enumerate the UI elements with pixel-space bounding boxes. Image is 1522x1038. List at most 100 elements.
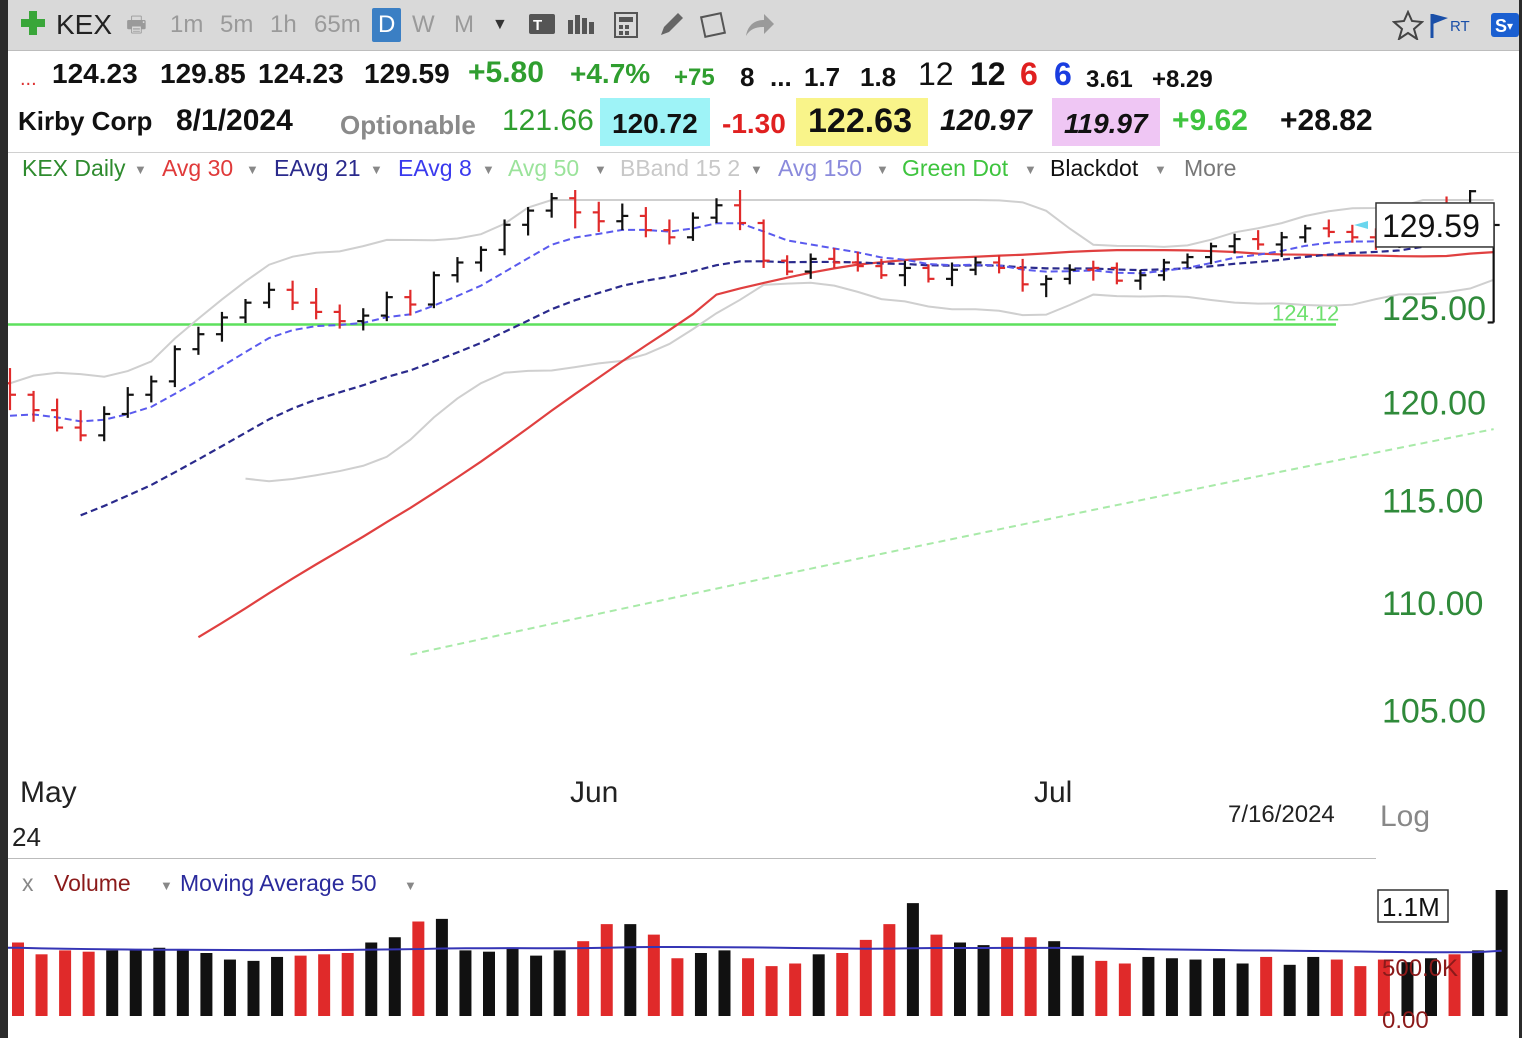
study-bband[interactable]: BBand 15 2 <box>620 155 741 181</box>
quote-field-6a: 6 <box>1020 56 1038 92</box>
quote-low: 124.23 <box>258 58 344 89</box>
print-icon[interactable]: 🖶 <box>126 12 147 37</box>
volume-axis-tick: 0.00 <box>1382 1007 1429 1034</box>
volume-bar <box>318 954 331 1016</box>
pencil-icon[interactable] <box>656 10 686 44</box>
study-avg150[interactable]: Avg 150 <box>778 155 862 181</box>
volume-last-box <box>1377 889 1449 923</box>
interval-5m[interactable]: 5m <box>220 11 254 38</box>
study-more[interactable]: More <box>1184 155 1237 181</box>
add-symbol-icon[interactable] <box>18 8 48 42</box>
interval-dropdown-icon[interactable]: ▼ <box>492 16 508 33</box>
chevron-down-icon[interactable]: ▼ <box>246 162 259 177</box>
year-label: 24 <box>12 822 41 852</box>
ohlc-bar <box>1087 260 1100 281</box>
star-icon[interactable] <box>1391 9 1425 44</box>
quote-line-2: Kirby Corp 8/1/2024 Optionable 121.66 12… <box>8 98 1519 148</box>
volume-bar <box>176 950 189 1016</box>
interval-65m[interactable]: 65m <box>314 11 361 38</box>
log-scale-label[interactable]: Log <box>1380 800 1430 833</box>
eavg8-line <box>9 219 1494 423</box>
ohlc-bar <box>804 253 817 279</box>
date-label: 7/16/2024 <box>1228 801 1335 828</box>
study-avg50[interactable]: Avg 50 <box>508 155 580 181</box>
price-axis-tick: 120.00 <box>1382 384 1486 422</box>
chevron-down-icon[interactable]: ▼ <box>876 162 889 177</box>
ohlc-bar <box>98 406 111 442</box>
quote2-value-3: -1.30 <box>722 108 786 139</box>
chevron-down-icon[interactable]: ▼ <box>1024 162 1037 177</box>
volume-bar <box>1448 954 1461 1016</box>
study-green-dot[interactable]: Green Dot <box>902 155 1009 181</box>
notes-icon[interactable] <box>698 10 728 44</box>
month-label-may: May <box>20 776 77 809</box>
ohlc-bar <box>451 257 464 283</box>
ohlc-bar <box>168 345 181 388</box>
ohlc-bar <box>781 255 794 276</box>
chevron-down-icon[interactable]: ▼ <box>370 162 383 177</box>
ohlc-bar <box>263 282 276 309</box>
interval-weekly[interactable]: W <box>412 11 435 38</box>
study-avg30[interactable]: Avg 30 <box>162 155 234 181</box>
ohlc-bar <box>569 190 582 229</box>
volume-bar <box>1330 959 1343 1016</box>
volume-bar <box>1071 955 1084 1016</box>
ohlc-bar <box>1205 242 1218 265</box>
chevron-down-icon[interactable]: ▼ <box>482 162 495 177</box>
chevron-down-icon[interactable]: ▼ <box>594 162 607 177</box>
chevron-down-icon[interactable]: ▼ <box>750 162 763 177</box>
quote2-value-2: 120.72 <box>612 108 698 139</box>
quote-field-18: 1.8 <box>860 62 897 92</box>
chevron-down-icon[interactable]: ▼ <box>404 878 417 893</box>
volume-study-label[interactable]: Volume <box>54 870 131 896</box>
ohlc-bar <box>639 207 652 238</box>
volume-close-button[interactable]: x <box>22 870 34 896</box>
volume-bar <box>718 950 731 1016</box>
svg-text:T: T <box>533 17 542 34</box>
interval-1m[interactable]: 1m <box>170 11 204 38</box>
text-tool-icon[interactable]: T <box>528 12 556 46</box>
volume-ma-label[interactable]: Moving Average 50 <box>180 870 377 896</box>
quote-change: +5.80 <box>468 56 544 89</box>
calculator-icon[interactable] <box>612 10 642 44</box>
interval-daily[interactable]: D <box>372 8 402 42</box>
quote-rank: +75 <box>674 64 715 91</box>
quote-field-ellipsis: ... <box>770 62 792 92</box>
quote2-value-2-bg <box>600 98 710 146</box>
volume-pane <box>8 890 1508 1016</box>
chevron-down-icon[interactable]: ▼ <box>134 162 147 177</box>
price-volume-chart[interactable]: 124.12 125.00 120.00 115.00 110.00 105.00 Log… <box>8 190 1519 1036</box>
study-blackdot[interactable]: Blackdot <box>1050 155 1139 181</box>
study-kex-daily[interactable]: KEX Daily <box>22 155 126 181</box>
price-axis-tick: 105.00 <box>1382 693 1486 731</box>
bar-chart-icon[interactable] <box>566 12 596 46</box>
quote-field-6b: 6 <box>1054 56 1072 92</box>
study-eavg8[interactable]: EAvg 8 <box>398 155 472 181</box>
realtime-flag-icon[interactable]: RT <box>1428 10 1480 44</box>
ohlc-bar <box>1346 224 1359 243</box>
chevron-down-icon[interactable]: ▼ <box>1154 162 1167 177</box>
volume-bar <box>59 950 72 1016</box>
quote-field-8: 8 <box>740 62 755 92</box>
s-dollar-icon[interactable]: S ▾ <box>1490 12 1520 46</box>
avg50-line <box>410 428 1494 656</box>
volume-bar <box>859 939 872 1016</box>
volume-bar <box>106 950 119 1016</box>
price-axis-tick: 125.00 <box>1382 290 1486 328</box>
ohlc-bar <box>1181 253 1194 268</box>
chevron-down-icon[interactable]: ▼ <box>160 878 173 893</box>
symbol-input[interactable]: KEX <box>56 9 113 40</box>
quote2-value-4: 122.63 <box>808 102 912 140</box>
quote2-value-8: +28.82 <box>1280 104 1373 137</box>
bollinger-upper-line <box>9 199 1494 385</box>
study-eavg21[interactable]: EAvg 21 <box>274 155 361 181</box>
volume-bar <box>294 955 307 1016</box>
quote-field-12a: 12 <box>918 56 954 92</box>
ohlc-bar <box>427 271 440 309</box>
ohlc-bar <box>310 287 323 320</box>
volume-bar <box>1024 937 1037 1016</box>
share-arrow-icon[interactable] <box>742 10 776 44</box>
volume-bar <box>82 951 95 1016</box>
interval-monthly[interactable]: M <box>454 11 474 38</box>
interval-1h[interactable]: 1h <box>270 11 297 38</box>
